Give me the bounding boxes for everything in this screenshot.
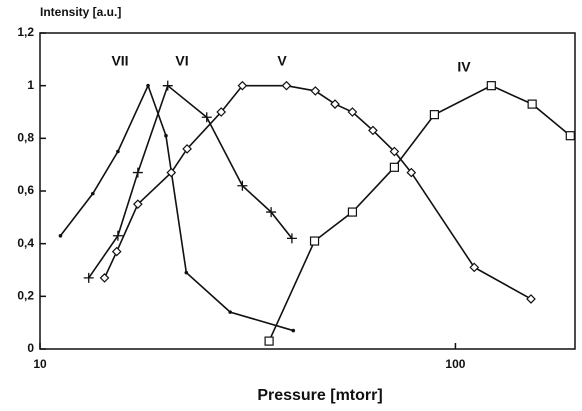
marker: [330, 99, 340, 109]
y-tick-label: 0,8: [17, 131, 34, 145]
marker: [184, 270, 189, 275]
marker: [469, 262, 480, 273]
plot-frame: [39, 32, 576, 350]
marker: [111, 246, 122, 257]
marker: [112, 230, 123, 241]
marker: [368, 125, 378, 136]
series-line: [268, 84, 571, 342]
marker: [526, 294, 536, 304]
marker: [406, 167, 417, 178]
y-axis-label: Intensity [a.u.]: [40, 5, 121, 19]
series-label: VII: [111, 53, 128, 69]
marker: [216, 107, 227, 117]
series-label: IV: [457, 59, 471, 75]
marker: [182, 144, 192, 154]
marker: [264, 336, 274, 346]
marker: [146, 83, 150, 88]
marker: [58, 233, 63, 238]
marker: [389, 162, 400, 172]
y-tick-label: 1,2: [17, 25, 34, 39]
marker: [99, 273, 110, 283]
marker: [281, 80, 292, 91]
marker: [291, 328, 296, 333]
x-tick-label: 10: [33, 357, 47, 371]
marker: [565, 131, 575, 141]
marker: [237, 180, 248, 191]
marker: [91, 191, 95, 196]
marker: [266, 207, 277, 218]
series-line: [59, 83, 294, 332]
series-label: V: [277, 53, 287, 69]
y-tick-label: 0: [27, 341, 34, 355]
marker: [201, 112, 212, 123]
marker: [116, 149, 120, 154]
marker: [286, 233, 297, 244]
series-line: [103, 84, 532, 300]
series-label: VI: [175, 53, 188, 69]
marker: [347, 207, 358, 217]
x-axis-label: Pressure [mtorr]: [257, 387, 382, 404]
marker: [486, 81, 496, 91]
marker: [132, 167, 143, 178]
marker: [166, 167, 177, 178]
marker: [389, 146, 400, 157]
marker: [83, 272, 94, 283]
marker: [164, 133, 168, 138]
marker: [132, 199, 143, 210]
y-tick-label: 1: [27, 78, 34, 92]
marker: [228, 310, 233, 314]
series-line: [88, 84, 293, 279]
marker: [429, 110, 440, 120]
marker: [309, 236, 320, 246]
y-tick-label: 0,2: [17, 289, 34, 303]
marker: [347, 107, 358, 117]
marker: [527, 99, 537, 109]
marker: [162, 80, 173, 91]
marker: [310, 86, 321, 96]
y-tick-label: 0,4: [17, 236, 34, 250]
x-tick-label: 100: [445, 357, 465, 371]
marker: [237, 80, 248, 91]
y-tick-label: 0,6: [17, 183, 34, 197]
